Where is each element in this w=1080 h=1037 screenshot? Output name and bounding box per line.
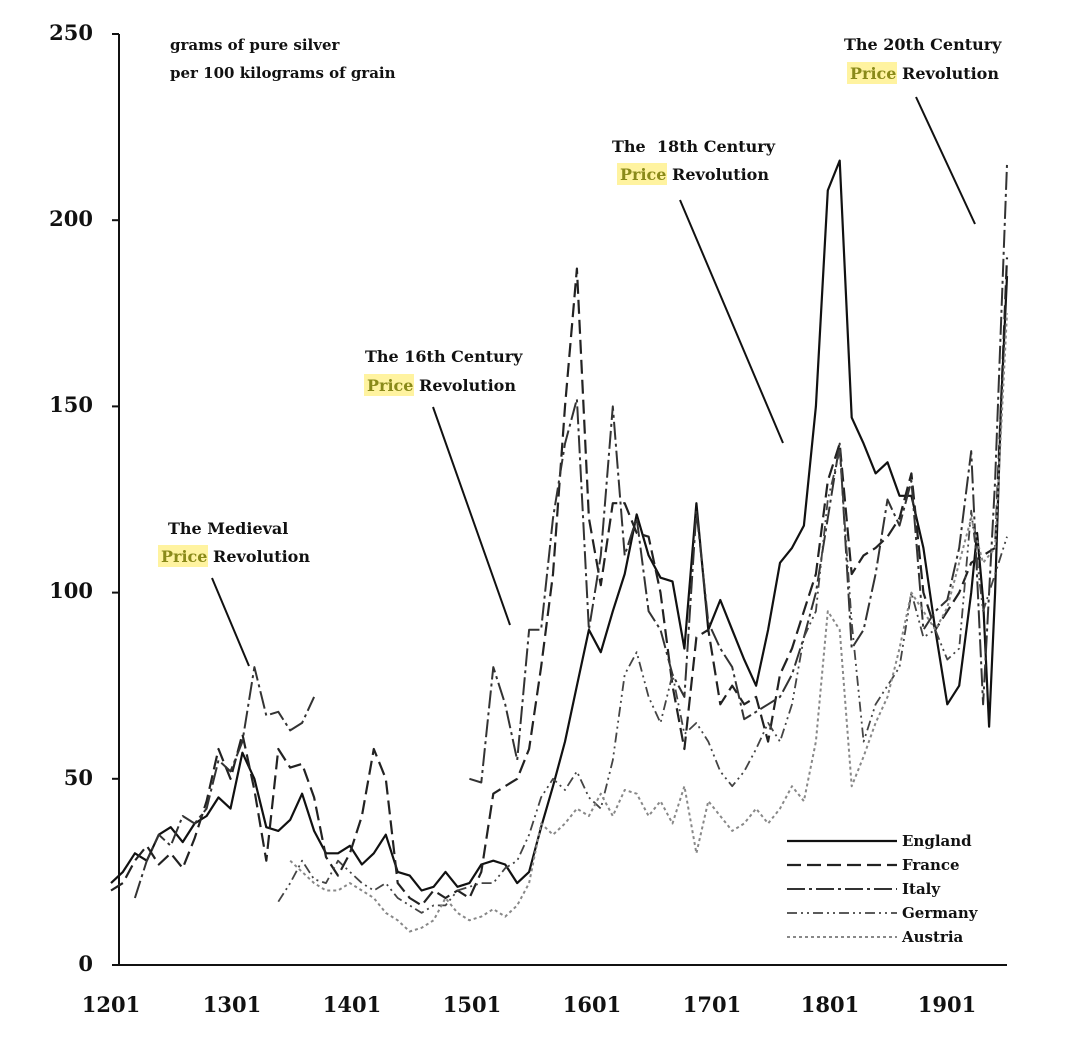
price-highlight (617, 163, 667, 185)
series-line-france (110, 257, 1009, 907)
x-tick-label: 1501 (443, 992, 501, 1017)
revolution-word: Revolution (896, 64, 999, 83)
price-highlight (364, 374, 414, 396)
x-tick-label: 1601 (563, 992, 621, 1017)
x-tick-label: 1201 (82, 992, 140, 1017)
series-lines (110, 159, 1009, 933)
y-axis-label-line: per 100 kilograms of grain (170, 64, 396, 82)
annotation-title: The 18th Century (612, 137, 776, 156)
series-line-england (110, 159, 1009, 892)
y-tick-label: 100 (49, 578, 93, 603)
legend-label-france: France (902, 856, 960, 874)
x-tick-label: 1701 (683, 992, 741, 1017)
legend-label-italy: Italy (902, 880, 941, 898)
series-line-austria (289, 313, 1008, 933)
legend-label-germany: Germany (902, 904, 979, 922)
x-tick-label: 1301 (203, 992, 261, 1017)
x-tick-label: 1801 (801, 992, 859, 1017)
price-word: Price (620, 165, 666, 184)
series-line-italy (133, 666, 316, 899)
y-tick-label: 0 (78, 951, 93, 976)
series-line-germany (277, 450, 1008, 914)
annotation-pointer (915, 96, 976, 225)
y-tick-label: 50 (64, 765, 93, 790)
price-highlight (158, 545, 208, 567)
x-tick-label: 1401 (323, 992, 381, 1017)
series-line-italy (469, 164, 1008, 784)
annotation-pointer (211, 577, 250, 667)
annotation-pointer (432, 406, 511, 626)
legend-label-austria: Austria (901, 928, 964, 946)
price-highlight (847, 62, 897, 84)
price-word: Price (850, 64, 896, 83)
annotation-title: The 16th Century (365, 347, 523, 366)
x-tick-label: 1901 (918, 992, 976, 1017)
price-word: Price (367, 376, 413, 395)
y-tick-label: 200 (49, 206, 93, 231)
revolution-word: Revolution (413, 376, 516, 395)
price-word: Price (161, 547, 207, 566)
y-axis-label-line: grams of pure silver (170, 36, 340, 54)
annotation-subtitle: Price Revolution (161, 547, 310, 566)
annotation-subtitle: Price Revolution (850, 64, 999, 83)
annotation-subtitle: Price Revolution (367, 376, 516, 395)
y-tick-label: 150 (49, 392, 93, 417)
annotation-title: The 20th Century (844, 35, 1002, 54)
revolution-word: Revolution (207, 547, 310, 566)
legend: England France Italy Germany Austria (787, 832, 979, 946)
tick-marks (112, 33, 119, 966)
legend-label-england: England (902, 832, 972, 850)
revolution-word: Revolution (666, 165, 769, 184)
annotation-pointer (679, 199, 784, 444)
y-tick-label: 250 (49, 20, 93, 45)
annotation-subtitle: Price Revolution (620, 165, 769, 184)
annotation-title: The Medieval (168, 519, 288, 538)
